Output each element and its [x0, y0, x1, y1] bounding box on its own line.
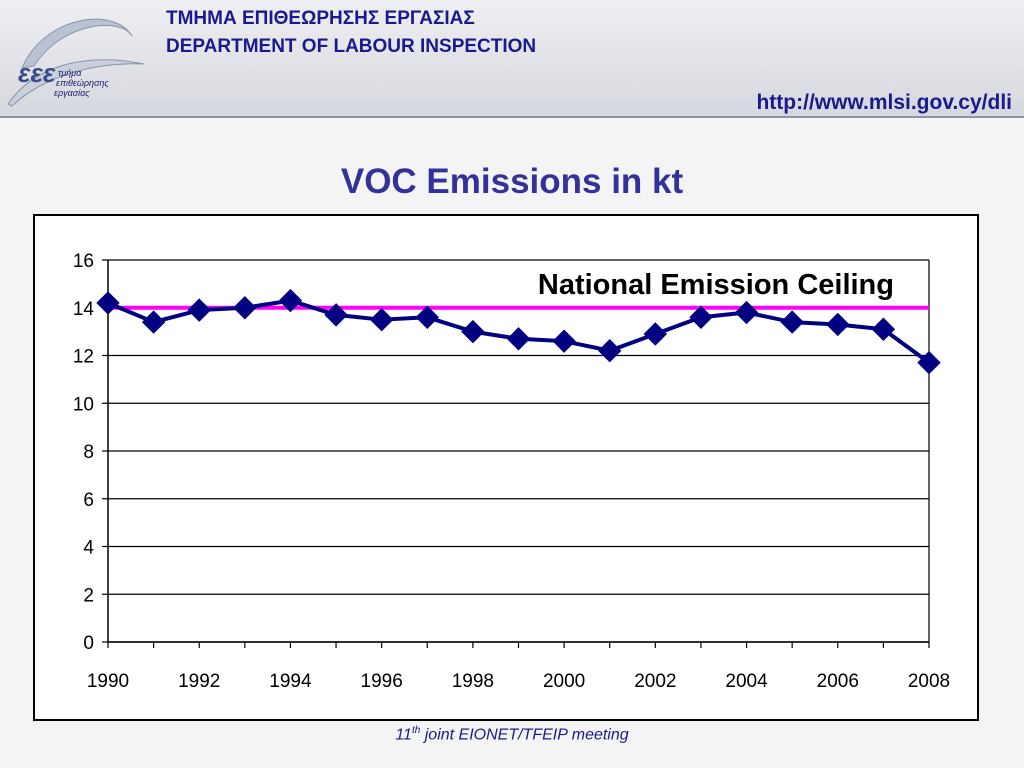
y-tick-label-8: 8	[83, 442, 94, 463]
x-tick-label-1994: 1994	[269, 671, 312, 692]
y-tick-label-6: 6	[83, 490, 94, 511]
data-point-1997	[415, 305, 439, 330]
department-logo: εεε τμήμα επιθεώρησης εργασίας	[7, 18, 145, 107]
y-tick-label-4: 4	[83, 538, 94, 559]
logo-text-line-3: εργασίας	[54, 88, 90, 98]
department-title-greek: ΤΜΗΜΑ ΕΠΙΘΕΩΡΗΣΗΣ ΕΡΓΑΣΙΑΣ	[166, 8, 475, 29]
data-point-1992	[187, 298, 211, 322]
x-tick-label-1998: 1998	[452, 671, 494, 692]
department-title-english: DEPARTMENT OF LABOUR INSPECTION	[166, 36, 537, 57]
data-point-1996	[369, 307, 394, 332]
slide-header: εεε τμήμα επιθεώρησης εργασίας ΤΜΗΜΑ ΕΠΙ…	[0, 0, 1024, 118]
y-tick-label-16: 16	[73, 251, 94, 272]
x-tick-label-2002: 2002	[634, 671, 676, 692]
logo-text-line-1: τμήμα	[58, 68, 82, 78]
data-point-1995	[324, 303, 348, 327]
data-point-2006	[826, 312, 850, 337]
data-point-2007	[871, 317, 896, 341]
y-tick-label-0: 0	[83, 633, 94, 654]
y-tick-label-12: 12	[73, 347, 94, 368]
chart-frame: 0 2 4 6 8 10 12 14 16 1990 1992 1994 1996 1998 2000 200…	[33, 214, 979, 721]
data-point-1994	[278, 288, 303, 313]
svg-text:εεε: εεε	[18, 58, 56, 88]
footer: 11th joint EIONET/TFEIP meeting	[0, 725, 1024, 744]
slide-title: VOC Emissions in kt	[340, 162, 684, 201]
x-tick-label-1992: 1992	[178, 671, 220, 692]
y-tick-label-2: 2	[83, 585, 94, 606]
y-tick-label-14: 14	[73, 299, 95, 320]
data-point-1993	[233, 296, 257, 320]
data-point-1991	[141, 310, 166, 334]
x-tick-label-1990: 1990	[87, 671, 129, 692]
data-point-2004	[734, 300, 759, 325]
x-tick-label-2006: 2006	[817, 671, 859, 692]
logo-text-line-2: επιθεώρησης	[56, 78, 109, 88]
department-url[interactable]: http://www.mlsi.gov.cy/dli	[756, 91, 1012, 114]
footer-superscript: th	[411, 725, 421, 736]
x-tick-label-2008: 2008	[908, 671, 950, 692]
data-point-2001	[598, 339, 622, 363]
footer-number: 11	[395, 726, 412, 744]
data-point-2003	[689, 305, 713, 330]
data-point-2000	[552, 329, 576, 353]
data-point-1990	[96, 291, 120, 315]
x-tick-label-1996: 1996	[361, 671, 403, 692]
data-point-1999	[506, 327, 531, 351]
data-point-2005	[780, 310, 804, 334]
data-point-2008	[917, 350, 941, 375]
y-tick-label-10: 10	[73, 394, 94, 415]
x-tick-label-2004: 2004	[725, 671, 768, 692]
footer-text: joint EIONET/TFEIP meeting	[420, 726, 629, 744]
data-point-1998	[461, 319, 485, 344]
ceiling-label: National Emission Ceiling	[538, 269, 894, 301]
x-tick-label-2000: 2000	[543, 671, 585, 692]
data-point-2002	[643, 322, 668, 346]
voc-emissions-chart: 0 2 4 6 8 10 12 14 16 1990 1992 1994 1996 1998 2000 200…	[73, 251, 950, 692]
